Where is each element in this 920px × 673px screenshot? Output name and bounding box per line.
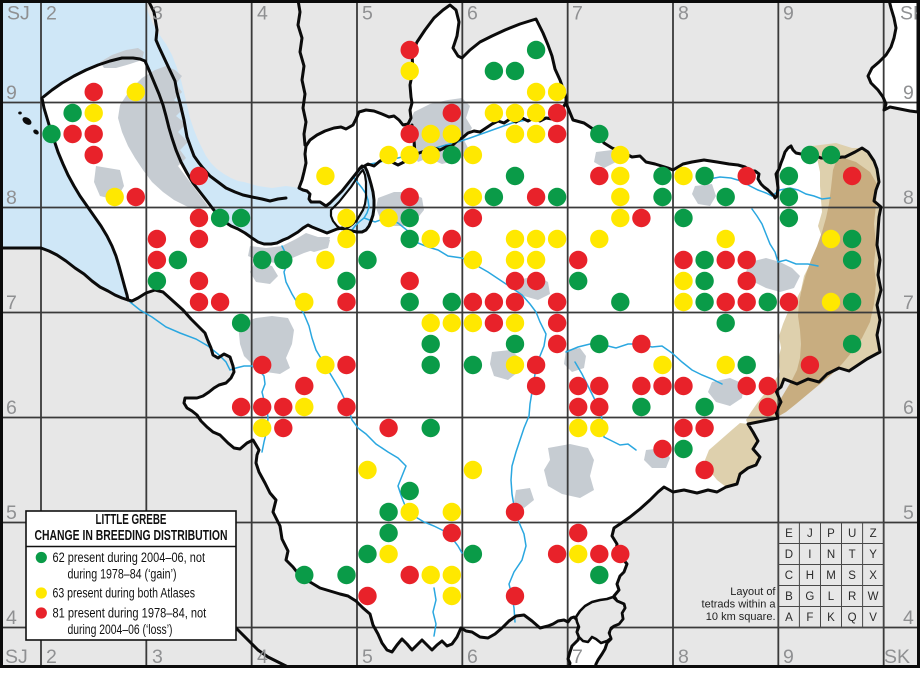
svg-text:H: H [806,570,814,582]
svg-text:62 present during 2004–06, not: 62 present during 2004–06, not [53,550,206,565]
svg-text:5: 5 [6,502,17,524]
svg-text:4: 4 [257,3,268,25]
svg-text:7: 7 [572,646,583,668]
svg-text:N: N [827,549,835,561]
svg-text:63 present during both Atlases: 63 present during both Atlases [53,586,196,601]
svg-text:D: D [785,549,793,561]
svg-text:Layout of: Layout of [730,586,776,598]
svg-text:V: V [869,612,877,624]
svg-text:tetrads within a: tetrads within a [702,599,777,611]
svg-text:SJ: SJ [5,646,28,668]
svg-text:6: 6 [467,646,478,668]
svg-text:F: F [806,612,813,624]
svg-text:L: L [828,591,835,603]
svg-text:B: B [785,591,793,603]
svg-text:A: A [785,612,793,624]
svg-text:8: 8 [678,646,689,668]
svg-text:during 1978–84 (‘gain’): during 1978–84 (‘gain’) [68,567,177,582]
svg-text:7: 7 [6,292,17,314]
svg-text:8: 8 [903,187,914,209]
svg-text:9: 9 [783,646,794,668]
svg-text:10 km square.: 10 km square. [706,611,776,623]
svg-text:T: T [849,549,856,561]
svg-text:C: C [785,570,793,582]
svg-text:2: 2 [46,646,57,668]
svg-text:J: J [807,528,813,540]
svg-text:P: P [827,528,835,540]
svg-text:R: R [848,591,856,603]
svg-text:S: S [848,570,856,582]
svg-text:I: I [808,549,811,561]
svg-text:Z: Z [870,528,877,540]
svg-text:8: 8 [678,3,689,25]
svg-text:SK: SK [884,646,910,668]
svg-text:E: E [785,528,793,540]
svg-text:Y: Y [869,549,877,561]
svg-text:6: 6 [467,3,478,25]
svg-text:6: 6 [6,397,17,419]
svg-text:4: 4 [257,646,268,668]
svg-text:4: 4 [903,607,914,629]
svg-text:SK: SK [900,3,920,25]
svg-text:SJ: SJ [7,3,30,25]
svg-text:6: 6 [903,397,914,419]
svg-text:5: 5 [903,502,914,524]
svg-text:K: K [827,612,835,624]
svg-text:X: X [869,570,877,582]
svg-text:9: 9 [903,82,914,104]
svg-text:during 2004–06 (‘loss’): during 2004–06 (‘loss’) [68,622,173,637]
svg-text:3: 3 [152,3,163,25]
svg-text:CHANGE IN BREEDING DISTRIBUTIO: CHANGE IN BREEDING DISTRIBUTION [35,528,228,544]
svg-text:7: 7 [903,292,914,314]
svg-text:4: 4 [6,607,17,629]
svg-text:5: 5 [362,646,373,668]
svg-text:81 present during 1978–84, not: 81 present during 1978–84, not [53,606,207,621]
svg-text:3: 3 [152,646,163,668]
svg-text:9: 9 [783,3,794,25]
svg-text:U: U [848,528,856,540]
svg-text:2: 2 [46,3,57,25]
svg-text:W: W [868,591,879,603]
svg-text:Q: Q [848,612,857,624]
svg-text:LITTLE GREBE: LITTLE GREBE [96,512,167,528]
svg-text:G: G [805,591,814,603]
svg-text:7: 7 [572,3,583,25]
svg-text:5: 5 [362,3,373,25]
svg-text:8: 8 [6,187,17,209]
svg-text:M: M [826,570,836,582]
svg-text:9: 9 [6,82,17,104]
